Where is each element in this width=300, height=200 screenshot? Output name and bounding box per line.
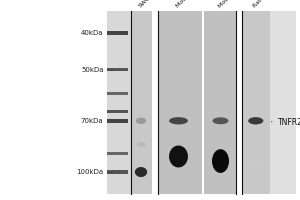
Text: Rat liver: Rat liver <box>252 0 274 9</box>
Bar <box>158 11 236 194</box>
Bar <box>106 31 128 35</box>
Ellipse shape <box>136 118 146 124</box>
Text: 70kDa: 70kDa <box>81 118 103 124</box>
Bar <box>106 11 296 194</box>
Bar <box>106 68 128 71</box>
Ellipse shape <box>250 164 262 169</box>
Text: Mouse spleen: Mouse spleen <box>217 0 251 9</box>
Bar <box>106 110 128 113</box>
Bar <box>106 11 130 194</box>
Ellipse shape <box>212 117 229 124</box>
Text: 40kDa: 40kDa <box>81 30 103 36</box>
Text: TNFR2/TNFRSF1B: TNFR2/TNFRSF1B <box>272 117 300 126</box>
Text: SW620: SW620 <box>137 0 156 9</box>
Ellipse shape <box>248 117 263 124</box>
Ellipse shape <box>169 146 188 167</box>
Bar <box>130 11 152 194</box>
Bar <box>236 11 242 194</box>
Bar <box>106 152 128 155</box>
Bar <box>106 11 296 194</box>
Ellipse shape <box>169 117 188 124</box>
Ellipse shape <box>136 142 146 147</box>
Text: 100kDa: 100kDa <box>76 169 103 175</box>
Bar <box>106 170 128 174</box>
Ellipse shape <box>135 167 147 177</box>
Bar <box>152 11 158 194</box>
Text: Mouse liver: Mouse liver <box>175 0 204 9</box>
Text: 50kDa: 50kDa <box>81 67 103 73</box>
Bar <box>242 11 270 194</box>
Ellipse shape <box>212 149 229 173</box>
Bar <box>106 119 128 123</box>
Bar <box>106 92 128 95</box>
